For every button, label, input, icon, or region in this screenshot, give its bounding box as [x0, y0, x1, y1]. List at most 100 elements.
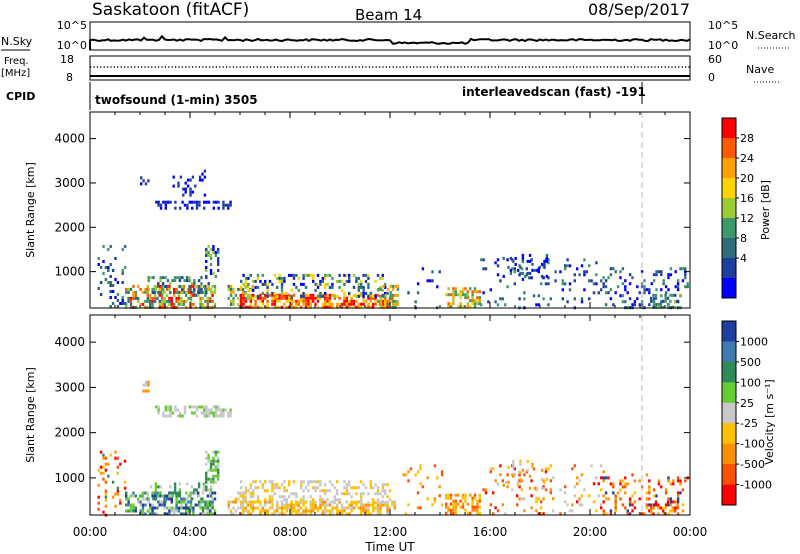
velocity-cell-8	[268, 495, 272, 499]
velocity-cell-14	[674, 509, 677, 513]
power-cell-2	[181, 291, 184, 295]
power-cell-2	[147, 288, 150, 292]
power-colorbar-label-2: 20	[740, 172, 754, 185]
power-cell-2	[171, 279, 174, 283]
velocity-cell-14	[662, 506, 665, 510]
velocity-cell-13	[624, 491, 627, 495]
velocity-cell-7	[360, 506, 363, 510]
power-cell-1	[165, 293, 169, 297]
power-cell-8	[367, 305, 370, 309]
velocity-cell-7	[324, 509, 327, 513]
velocity-cell-7	[379, 503, 382, 507]
velocity-cell-8	[300, 501, 303, 505]
power-cell-14	[521, 259, 525, 263]
power-cell-13	[499, 297, 502, 301]
power-cell-16	[654, 305, 658, 309]
velocity-cell-2	[154, 497, 158, 501]
power-cell-9	[264, 282, 267, 286]
velocity-cell-2	[159, 491, 162, 495]
time-tick-label-4: 16:00	[473, 525, 508, 539]
power-ytick-label-1: 2000	[54, 220, 85, 234]
freq-unit-label: [MHz]	[1, 68, 30, 79]
power-cell-8	[285, 299, 288, 303]
velocity-cell-7	[314, 503, 317, 507]
power-cell-0	[123, 266, 127, 269]
velocity-cell-6	[229, 509, 233, 513]
power-cell-10	[387, 302, 390, 306]
power-cell-12	[454, 290, 457, 294]
velocity-cell-9	[421, 485, 425, 489]
velocity-colorbar-label-3: 25	[740, 397, 754, 410]
velocity-cell-2	[190, 491, 194, 495]
power-cell-2	[149, 276, 153, 280]
velocity-colorbar-label: Velocity [m s⁻¹]	[763, 379, 776, 464]
power-cell-13	[568, 282, 572, 286]
power-cell-1	[182, 302, 185, 306]
velocity-cell-14	[676, 506, 679, 510]
power-cell-9	[256, 276, 260, 280]
power-cell-11	[407, 291, 410, 295]
power-cell-1	[182, 287, 185, 291]
power-cell-0	[109, 245, 112, 248]
velocity-cell-1	[177, 509, 181, 513]
power-cell-1	[137, 284, 140, 288]
power-cell-3	[212, 272, 215, 275]
power-cell-12	[469, 299, 472, 303]
power-cell-9	[261, 282, 264, 286]
power-cell-0	[116, 305, 120, 308]
power-cell-2	[157, 291, 160, 295]
power-cell-9	[367, 276, 370, 280]
power-cell-5	[217, 200, 220, 204]
velocity-cell-8	[374, 483, 377, 487]
power-cell-5	[181, 200, 184, 204]
power-cell-1	[199, 299, 202, 303]
power-cell-15	[604, 285, 608, 289]
velocity-colorbar-swatch-4	[722, 402, 736, 424]
velocity-cell-13	[614, 509, 617, 513]
power-cell-14	[545, 259, 549, 263]
velocity-cell-1	[187, 506, 190, 510]
velocity-cell-10	[461, 505, 465, 509]
power-cell-16	[650, 296, 653, 300]
velocity-cell-5	[205, 405, 208, 409]
power-cell-8	[283, 296, 286, 300]
velocity-cell-6	[227, 503, 230, 507]
velocity-cell-0	[114, 450, 117, 454]
power-cell-15	[674, 285, 677, 289]
power-cell-14	[502, 274, 505, 278]
power-cell-12	[449, 302, 453, 306]
power-cell-8	[295, 299, 298, 303]
power-cell-8	[357, 305, 360, 309]
velocity-cell-8	[379, 492, 382, 496]
velocity-cell-1	[134, 506, 137, 510]
velocity-cell-2	[171, 494, 174, 498]
velocity-cell-13	[602, 509, 605, 513]
velocity-cell-8	[276, 486, 279, 490]
power-cell-10	[382, 284, 385, 288]
velocity-colorbar-swatch-1	[722, 341, 736, 363]
power-cell-2	[209, 291, 213, 295]
velocity-cell-5	[227, 411, 230, 415]
power-cell-9	[321, 276, 324, 280]
power-cell-2	[188, 276, 191, 280]
velocity-cell-2	[178, 482, 182, 486]
power-cell-8	[374, 296, 377, 300]
power-cell-9	[297, 276, 300, 280]
velocity-cell-12	[545, 477, 549, 481]
power-cell-1	[129, 296, 133, 300]
velocity-cell-12	[519, 477, 522, 481]
velocity-cell-8	[374, 501, 377, 505]
velocity-cell-7	[360, 500, 363, 504]
power-cell-15	[669, 267, 673, 271]
power-cell-10	[394, 299, 397, 303]
power-cell-1	[168, 287, 171, 291]
power-cell-10	[389, 293, 392, 297]
velocity-cell-5	[167, 408, 170, 412]
power-cell-15	[624, 288, 627, 292]
power-cell-2	[173, 276, 177, 280]
velocity-cell-1	[192, 512, 195, 516]
power-cell-8	[304, 296, 308, 300]
power-cell-8	[288, 296, 291, 300]
velocity-cell-7	[256, 506, 260, 510]
